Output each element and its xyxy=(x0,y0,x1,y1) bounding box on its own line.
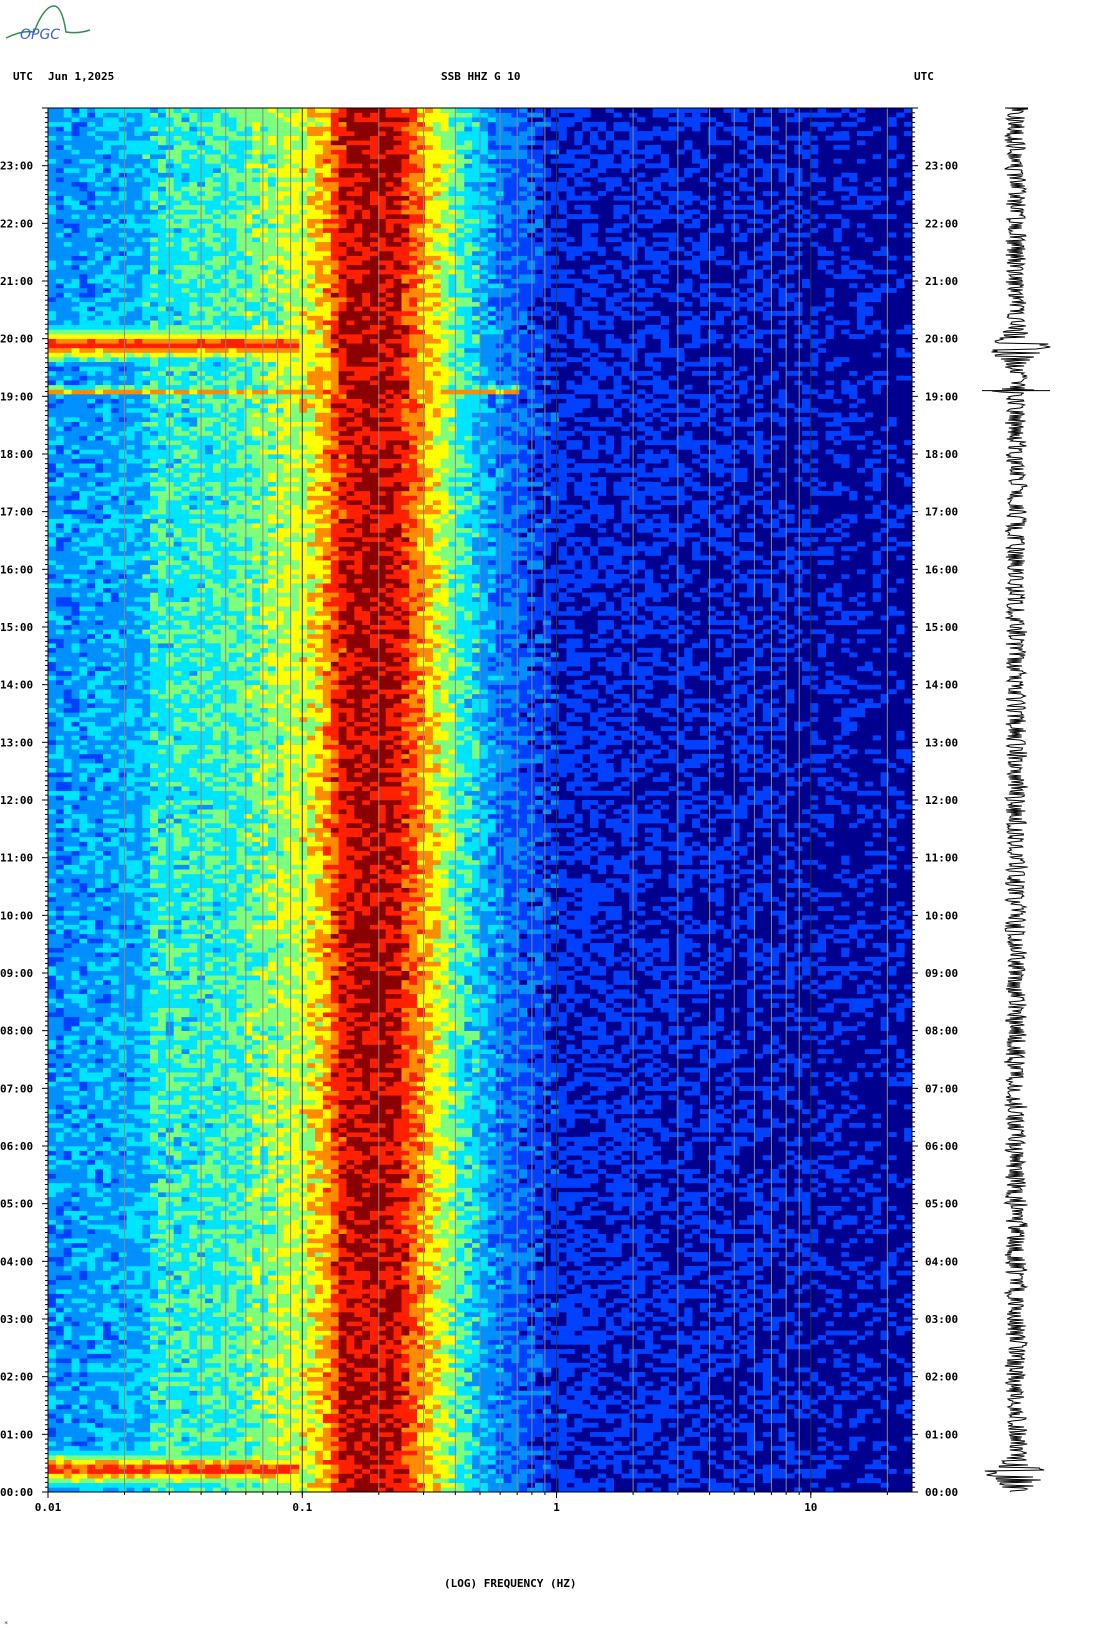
y-tick-label-left: 23:00 xyxy=(0,160,33,173)
y-tick-label-left: 19:00 xyxy=(0,390,33,403)
y-tick-label-right: 10:00 xyxy=(925,909,958,922)
y-tick-label-right: 00:00 xyxy=(925,1486,958,1499)
x-tick-label: 1 xyxy=(553,1501,560,1514)
y-tick-label-left: 01:00 xyxy=(0,1428,33,1441)
y-tick-label-right: 20:00 xyxy=(925,333,958,346)
x-tick-label: 0.1 xyxy=(292,1501,312,1514)
y-tick-label-left: 15:00 xyxy=(0,621,33,634)
y-tick-label-left: 18:00 xyxy=(0,448,33,461)
y-tick-label-left: 00:00 xyxy=(0,1486,33,1499)
y-tick-label-left: 12:00 xyxy=(0,794,33,807)
y-tick-label-left: 22:00 xyxy=(0,217,33,230)
y-tick-label-right: 11:00 xyxy=(925,852,958,865)
y-tick-label-left: 20:00 xyxy=(0,333,33,346)
y-tick-label-left: 05:00 xyxy=(0,1198,33,1211)
y-tick-label-left: 06:00 xyxy=(0,1140,33,1153)
y-tick-label-right: 02:00 xyxy=(925,1371,958,1384)
axis-ticks: 00:00 00:00 01:00 01:00 02:00 02:00 03:00 03:00… xyxy=(0,107,958,1514)
y-tick-label-left: 21:00 xyxy=(0,275,33,288)
frequency-gridlines xyxy=(124,108,888,1492)
x-axis-label: (LOG) FREQUENCY (HZ) xyxy=(444,1577,577,1590)
y-tick-label-right: 15:00 xyxy=(925,621,958,634)
y-tick-label-left: 14:00 xyxy=(0,679,33,692)
y-tick-label-left: 04:00 xyxy=(0,1255,33,1268)
y-tick-label-right: 22:00 xyxy=(925,217,958,230)
y-tick-label-left: 02:00 xyxy=(0,1371,33,1384)
y-tick-label-right: 04:00 xyxy=(925,1255,958,1268)
y-tick-label-right: 06:00 xyxy=(925,1140,958,1153)
footnote-mark: * xyxy=(4,1620,9,1628)
y-tick-label-left: 10:00 xyxy=(0,909,33,922)
opgc-logo: OPGC xyxy=(5,5,91,43)
x-tick-label: 0.01 xyxy=(35,1501,62,1514)
y-tick-label-left: 17:00 xyxy=(0,506,33,519)
y-tick-label-right: 13:00 xyxy=(925,736,958,749)
header-station: SSB HHZ G 10 xyxy=(441,70,521,83)
y-tick-label-right: 17:00 xyxy=(925,506,958,519)
trace-path xyxy=(984,107,1051,1493)
y-tick-label-right: 14:00 xyxy=(925,679,958,692)
y-tick-label-left: 13:00 xyxy=(0,736,33,749)
y-tick-label-right: 21:00 xyxy=(925,275,958,288)
y-tick-label-left: 07:00 xyxy=(0,1082,33,1095)
y-tick-label-left: 03:00 xyxy=(0,1313,33,1326)
y-tick-label-right: 03:00 xyxy=(925,1313,958,1326)
y-tick-label-right: 01:00 xyxy=(925,1428,958,1441)
y-tick-label-right: 08:00 xyxy=(925,1025,958,1038)
y-tick-label-right: 19:00 xyxy=(925,390,958,403)
y-tick-label-left: 09:00 xyxy=(0,967,33,980)
y-tick-label-right: 18:00 xyxy=(925,448,958,461)
x-tick-label: 10 xyxy=(804,1501,817,1514)
y-tick-label-right: 09:00 xyxy=(925,967,958,980)
logo-text: OPGC xyxy=(20,27,60,43)
header-utc-right: UTC xyxy=(914,70,934,83)
y-tick-label-right: 05:00 xyxy=(925,1198,958,1211)
y-tick-label-right: 16:00 xyxy=(925,563,958,576)
y-tick-label-left: 16:00 xyxy=(0,563,33,576)
y-tick-label-right: 23:00 xyxy=(925,160,958,173)
y-tick-label-left: 11:00 xyxy=(0,852,33,865)
header-date: Jun 1,2025 xyxy=(48,70,115,83)
y-tick-label-right: 07:00 xyxy=(925,1082,958,1095)
header-utc-left: UTC xyxy=(13,70,33,83)
seismogram-trace xyxy=(982,107,1051,1493)
y-tick-label-left: 08:00 xyxy=(0,1025,33,1038)
y-tick-label-right: 12:00 xyxy=(925,794,958,807)
